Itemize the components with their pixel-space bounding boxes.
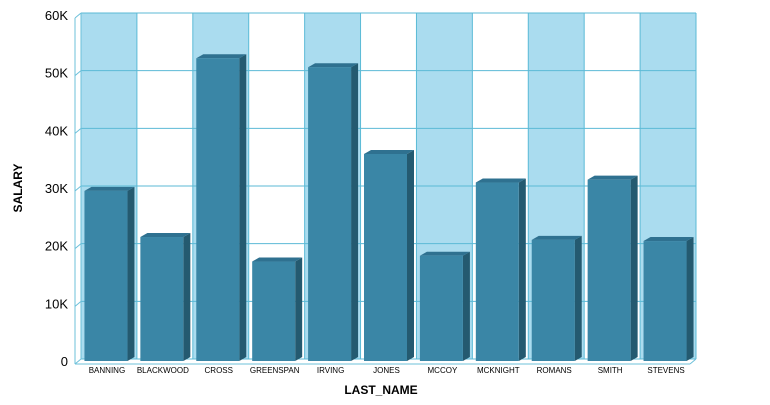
bar-banning [84,186,135,361]
bar-front-smith [587,179,631,361]
x-tick-label-cross: CROSS [205,366,233,375]
bar-top-stevens [643,237,694,242]
bar-front-cross [196,58,240,361]
bar-side-blackwood [183,233,191,361]
bar-top-cross [196,54,247,59]
y-tick-label-2: 20K [45,239,68,254]
gridline-depth-3 [74,185,82,192]
bar-front-stevens [643,241,687,361]
x-tick-label-stevens: STEVENS [647,366,684,375]
x-axis-label: LAST_NAME [344,383,417,397]
x-tick-label-romans: ROMANS [537,366,572,375]
axes [74,13,697,365]
y-tick-label-1: 10K [45,296,68,311]
gridline-depth-0 [74,358,82,365]
floor-right-edge [689,358,697,365]
bar-romans [531,235,582,361]
bar-side-jones [407,149,414,361]
bars [84,54,694,362]
x-tick-label-mccoy: MCCOY [428,366,458,375]
bar-top-romans [531,235,582,240]
bar-front-mccoy [419,255,463,361]
bar-irving [308,63,359,362]
bar-side-greenspan [295,257,303,361]
bar-side-stevens [686,237,694,361]
y-axis-label: SALARY [11,164,25,213]
bar-front-blackwood [140,237,184,361]
gridline-depth-1 [74,300,82,307]
bar-side-mccoy [462,251,470,361]
gridline-depth-6 [74,12,82,19]
x-tick-label-jones: JONES [373,366,400,375]
bar-stevens [643,237,694,361]
bar-top-smith [587,175,638,180]
bar-jones [364,149,414,361]
y-tick-label-0: 0 [61,354,68,369]
bar-front-mcknight [475,182,519,361]
bar-front-irving [308,67,352,362]
bar-top-irving [308,63,359,68]
bar-side-banning [127,186,135,361]
bar-top-banning [84,186,135,191]
bar-mccoy [419,251,470,361]
x-tick-label-smith: SMITH [598,366,623,375]
x-tick-label-irving: IRVING [317,366,344,375]
bar-front-jones [364,153,407,361]
bar-top-mcknight [475,178,526,183]
bar-blackwood [140,233,191,361]
x-tick-labels: BANNING BLACKWOOD CROSS GREENSPAN IRVING JONE… [89,366,685,375]
gridline-depth-4 [74,127,82,134]
y-tick-label-6: 60K [45,8,68,23]
bar-top-mccoy [419,251,470,256]
bar-side-irving [351,63,359,362]
y-tick-labels: 0 10K 20K 30K 40K 50K 60K [45,8,68,369]
x-tick-label-blackwood: BLACKWOOD [137,366,189,375]
bar-front-romans [531,239,575,361]
bar-mcknight [475,178,526,361]
gridline-depth-2 [74,243,82,250]
bar-side-cross [239,54,247,361]
y-tick-label-4: 40K [45,123,68,138]
bar-smith [587,175,638,361]
x-tick-label-mcknight: MCKNIGHT [477,366,520,375]
bar-top-blackwood [140,233,191,238]
gridline-depth-5 [74,70,82,77]
bar-cross [196,54,247,361]
bar-top-greenspan [252,257,303,262]
bar-greenspan [252,257,303,361]
y-tick-label-5: 50K [45,66,68,81]
y-tick-label-3: 30K [45,181,68,196]
x-tick-label-banning: BANNING [89,366,125,375]
bar-side-smith [630,175,638,361]
x-tick-label-greenspan: GREENSPAN [250,366,300,375]
bar-side-mcknight [518,178,526,361]
bar-side-romans [574,235,582,361]
bar-front-banning [84,190,128,361]
bar-top-jones [364,149,414,154]
bar-front-greenspan [252,261,296,361]
